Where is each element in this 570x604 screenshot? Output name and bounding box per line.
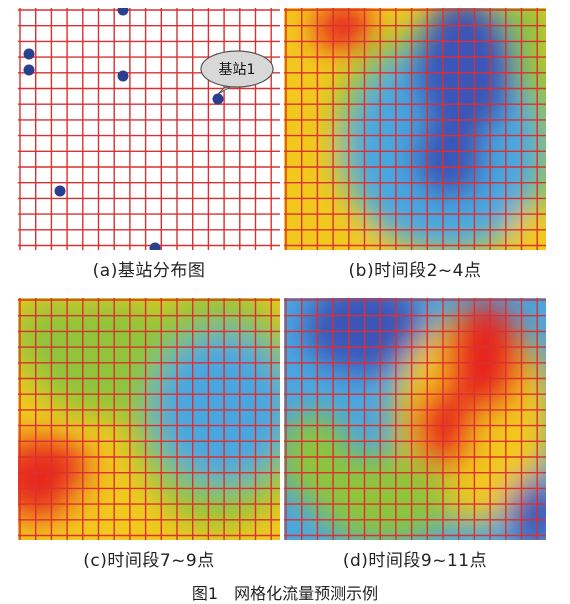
grid-lines [18, 8, 280, 250]
base-station-dot[interactable] [149, 242, 161, 251]
base-station-dot[interactable] [23, 48, 35, 60]
base-station-dot[interactable] [117, 8, 129, 16]
base-station-dot[interactable] [212, 93, 224, 105]
panel-b-heatmap [284, 8, 546, 250]
base-station-dot[interactable] [23, 64, 35, 76]
station-map-svg: 基站1 [18, 8, 280, 250]
panel-c-heatmap [18, 298, 280, 540]
grid-lines [18, 298, 280, 540]
heatmap-b-svg [284, 8, 546, 250]
heatmap-c-svg [18, 298, 280, 540]
callout-bubble: 基站1 [200, 50, 274, 95]
panel-a-caption: (a)基站分布图 [92, 261, 206, 281]
figure-caption: 图1 网格化流量预测示例 [191, 584, 379, 603]
panel-d-caption: (d)时间段9~11点 [342, 551, 488, 571]
base-station-dot[interactable] [117, 70, 129, 82]
callout-label: 基站1 [219, 61, 256, 78]
panel-c-caption: (c)时间段7~9点 [83, 551, 215, 571]
panel-b-caption: (b)时间段2~4点 [348, 261, 482, 281]
base-station-dot[interactable] [54, 185, 66, 197]
base-stations [23, 8, 224, 251]
grid-lines [284, 298, 546, 540]
panel-d-heatmap [284, 298, 546, 540]
heatmap-d-svg [284, 298, 546, 540]
grid-lines [284, 8, 546, 250]
panel-a-station-map: 基站1 [18, 8, 280, 250]
